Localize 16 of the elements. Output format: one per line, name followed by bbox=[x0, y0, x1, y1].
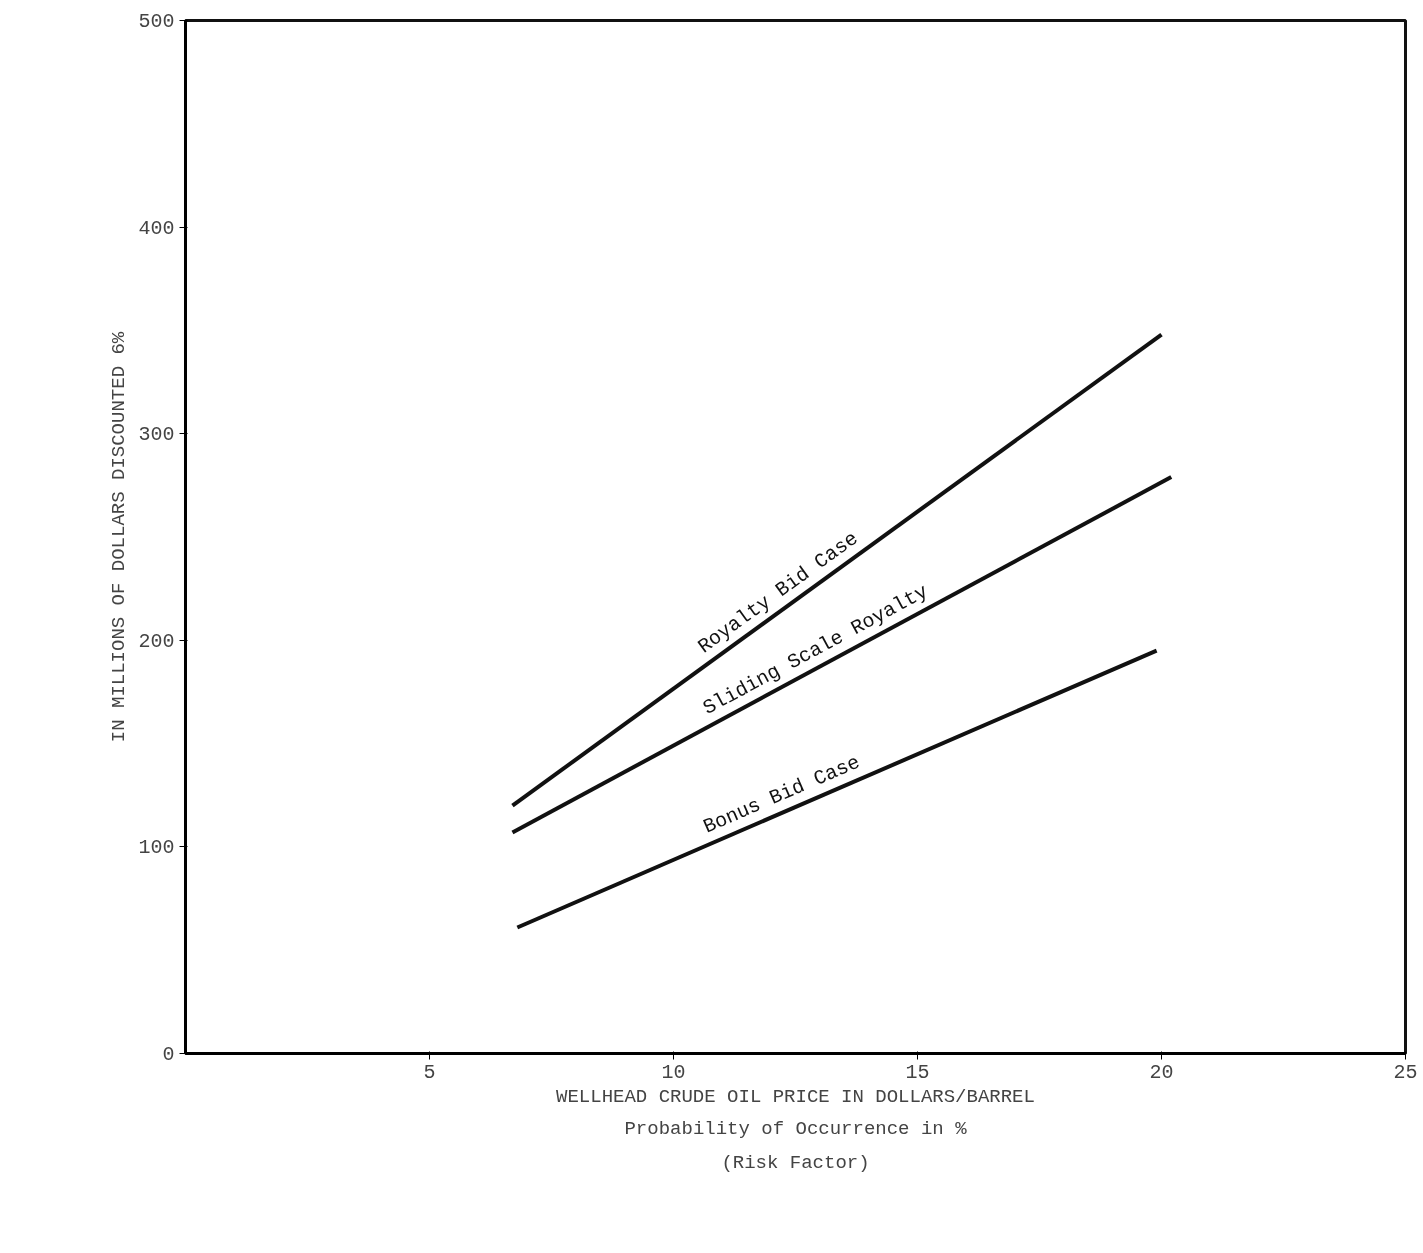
y-tick-label: 0 bbox=[162, 1043, 175, 1066]
text: (Risk Factor) bbox=[721, 1151, 870, 1174]
x-axis-title: WELLHEAD CRUDE OIL PRICE IN DOLLARS/BARREL bbox=[556, 1085, 1035, 1108]
y-tick-label: 100 bbox=[138, 836, 175, 860]
x-tick-label: 15 bbox=[905, 1060, 930, 1084]
x-tick-label: 5 bbox=[423, 1060, 436, 1084]
x-tick-label: 10 bbox=[661, 1060, 686, 1084]
y-tick-label: 500 bbox=[138, 10, 175, 33]
y-tick-label: 300 bbox=[138, 423, 175, 447]
y-axis-title: IN MILLIONS OF DOLLARS DISCOUNTED 6% bbox=[108, 331, 131, 743]
x-tick-label: 20 bbox=[1149, 1060, 1174, 1084]
text: Probability of Occurrence in % bbox=[624, 1117, 968, 1140]
y-tick-label: 200 bbox=[138, 629, 175, 653]
x-tick-label: 25 bbox=[1393, 1060, 1418, 1084]
text: Bonus Bid Case bbox=[699, 750, 864, 839]
y-tick-label: 400 bbox=[138, 216, 175, 240]
